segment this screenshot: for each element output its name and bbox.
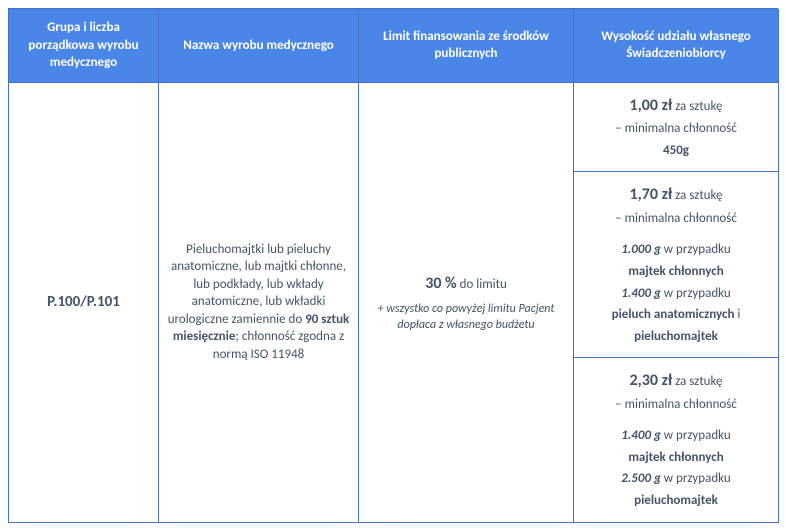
pct-value: 30 % — [425, 274, 457, 293]
pricing-table: Grupa i liczba porządkowa wyrobu medyczn… — [8, 8, 778, 523]
price-2: 1,70 zł — [630, 185, 673, 204]
t2a: w przypadku — [661, 242, 731, 257]
price-line-3: 2,30 zł za sztukę — [630, 370, 723, 392]
product-name-cell: Pieluchomajtki lub pieluchy anatomiczne,… — [159, 83, 359, 523]
t2b: w przypadku — [661, 286, 731, 301]
grams-3a: 1.400 g w przypadku — [621, 427, 731, 445]
header-col4: Wysokość udziału własnego Świadczeniobio… — [574, 9, 779, 83]
min-label-2: – minimalna chłonność — [615, 210, 737, 228]
product-2b-join: i — [734, 307, 740, 322]
header-col2: Nazwa wyrobu medycznego — [159, 9, 359, 83]
product-2a: majtek chłonnych — [628, 263, 723, 281]
grams-3b: 2.500 g w przypadku — [621, 470, 731, 488]
product-2b-a: pieluch anatomicznych — [612, 307, 735, 322]
product-name-line: Pieluchomajtki lub pieluchy anatomiczne,… — [167, 241, 350, 364]
limit-row-3: 2,30 zł za sztukę – minimalna chłonność … — [574, 358, 779, 522]
g3b: 2.500 g — [621, 471, 661, 486]
g2a: 1.000 g — [621, 242, 661, 257]
header-col1: Grupa i liczba porządkowa wyrobu medyczn… — [9, 9, 159, 83]
min-label-3: – minimalna chłonność — [615, 396, 737, 414]
contribution-note: + wszystko co powyżej limitu Pacjent dop… — [367, 301, 565, 333]
g3a: 1.400 g — [621, 428, 661, 443]
group-code-cell: P.100/P.101 — [9, 83, 159, 523]
limit-row-2: 1,70 zł za sztukę – minimalna chłonność … — [574, 172, 779, 358]
contribution-cell: 30 % do limitu + wszystko co powyżej lim… — [359, 83, 574, 523]
group-code: P.100/P.101 — [47, 292, 120, 312]
product-3a: majtek chłonnych — [628, 449, 723, 467]
product-3b: pieluchomajtek — [634, 492, 718, 510]
unit-1: za sztukę — [672, 99, 722, 114]
price-3: 2,30 zł — [630, 371, 673, 390]
t3b: w przypadku — [661, 471, 731, 486]
grams-2b: 1.400 g w przypadku — [621, 285, 731, 303]
pct-suffix: do limitu — [457, 277, 507, 292]
unit-2: za sztukę — [672, 188, 722, 203]
price-line-2: 1,70 zł za sztukę — [630, 184, 723, 206]
unit-3: za sztukę — [672, 374, 722, 389]
gram-1: 450g — [663, 142, 689, 160]
price-line-1: 1,00 zł za sztukę — [630, 95, 723, 117]
price-1: 1,00 zł — [630, 96, 673, 115]
g2b: 1.400 g — [621, 286, 661, 301]
header-col3: Limit finansowania ze środków publicznyc… — [359, 9, 574, 83]
min-label-1: – minimalna chłonność — [615, 120, 737, 138]
grams-2a: 1.000 g w przypadku — [621, 241, 731, 259]
limit-row-1: 1,00 zł za sztukę – minimalna chłonność … — [574, 83, 779, 173]
pct-line: 30 % do limitu — [425, 273, 507, 295]
t3a: w przypadku — [661, 428, 731, 443]
product-2b-line: pieluch anatomicznych i — [612, 306, 741, 324]
product-2b-b: pieluchomajtek — [634, 328, 718, 346]
